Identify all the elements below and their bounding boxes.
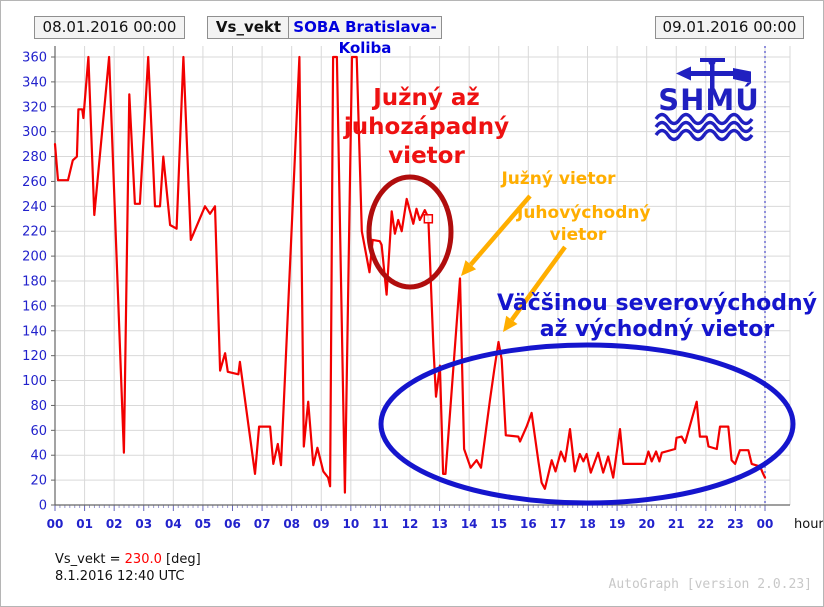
- y-tick-label: 100: [22, 374, 47, 389]
- x-tick-label: 07: [254, 517, 271, 531]
- x-tick-label: 22: [697, 517, 714, 531]
- x-tick-label: 11: [372, 517, 389, 531]
- x-tick-label: 18: [579, 517, 596, 531]
- x-tick-label: 05: [195, 517, 212, 531]
- cursor-timestamp: 8.1.2016 12:40 UTC: [55, 569, 185, 584]
- parameter-box: Vs_vekt: [207, 16, 290, 39]
- x-tick-label: 03: [135, 517, 152, 531]
- x-tick-label: 23: [727, 517, 744, 531]
- x-tick-label: 16: [520, 517, 537, 531]
- cursor-unit: [deg]: [161, 552, 201, 567]
- y-tick-label: 60: [30, 424, 47, 439]
- red-ellipse-annotation: [366, 174, 454, 290]
- x-tick-label: 02: [106, 517, 123, 531]
- red-wind-note: Južný až juhozápadný vietor: [343, 85, 510, 169]
- y-tick-label: 360: [22, 51, 47, 66]
- x-tick-label: 12: [402, 517, 419, 531]
- southeast-wind-arrow: [510, 245, 567, 322]
- x-tick-label: 00: [757, 517, 774, 531]
- app-version-label: AutoGraph [version 2.0.23]: [608, 577, 813, 592]
- y-tick-label: 140: [22, 324, 47, 339]
- axis-labels: 0204060801001201401601802002202402602803…: [22, 51, 824, 533]
- shmu-logo-text: SHMÚ: [658, 83, 760, 117]
- waves-icon: [654, 112, 754, 142]
- x-tick-label: 19: [609, 517, 626, 531]
- y-tick-label: 200: [22, 250, 47, 265]
- wind-vane-icon: [676, 58, 751, 90]
- y-tick-label: 0: [39, 499, 47, 514]
- y-tick-label: 40: [30, 449, 47, 464]
- y-tick-label: 20: [30, 474, 47, 489]
- y-tick-label: 240: [22, 200, 47, 215]
- shmu-logo: SHMÚ: [654, 58, 760, 142]
- end-datetime-box: 09.01.2016 00:00: [655, 16, 804, 39]
- x-tick-label: 00: [47, 517, 64, 531]
- y-tick-label: 280: [22, 150, 47, 165]
- northeast-wind-note: Väčšinou severovýchodný až východný viet…: [497, 291, 817, 342]
- cursor-value: 230.0: [124, 552, 162, 567]
- y-tick-label: 340: [22, 75, 47, 90]
- cursor-readout: Vs_vekt = 230.0 [deg] 8.1.2016 12:40 UTC: [55, 551, 201, 585]
- y-tick-label: 120: [22, 349, 47, 364]
- southeast-wind-arrow-head: [503, 315, 518, 332]
- x-tick-label: 13: [431, 517, 448, 531]
- x-tick-label: 10: [342, 517, 359, 531]
- x-tick-label: 17: [550, 517, 567, 531]
- start-datetime-box: 08.01.2016 00:00: [34, 16, 185, 39]
- axis-ticks: [51, 46, 790, 511]
- y-tick-label: 300: [22, 125, 47, 140]
- x-tick-label: 14: [461, 517, 478, 531]
- y-tick-label: 160: [22, 299, 47, 314]
- blue-ellipse-annotation: [378, 342, 796, 506]
- south-wind-arrow-head: [461, 260, 477, 276]
- station-box: SOBA Bratislava-Koliba: [288, 16, 442, 57]
- y-tick-label: 320: [22, 100, 47, 115]
- cursor-marker[interactable]: [423, 214, 434, 224]
- southeast-wind-note: Juhovýchodný vietor: [517, 203, 651, 245]
- cursor-equals: =: [105, 552, 125, 567]
- x-axis-unit-label: hour: [794, 517, 824, 532]
- x-tick-label: 21: [668, 517, 685, 531]
- x-tick-label: 06: [224, 517, 241, 531]
- cursor-param-label: Vs_vekt: [55, 552, 106, 567]
- x-tick-label: 08: [283, 517, 300, 531]
- y-tick-label: 220: [22, 225, 47, 240]
- x-tick-label: 01: [76, 517, 93, 531]
- vs-vekt-curve: [53, 55, 767, 494]
- y-tick-label: 80: [30, 399, 47, 414]
- x-tick-label: 15: [490, 517, 507, 531]
- x-tick-label: 09: [313, 517, 330, 531]
- x-tick-label: 20: [638, 517, 655, 531]
- south-wind-note: Južný vietor: [501, 169, 616, 189]
- y-tick-label: 180: [22, 275, 47, 290]
- south-wind-arrow: [469, 194, 532, 267]
- y-tick-label: 260: [22, 175, 47, 190]
- x-tick-label: 04: [165, 517, 182, 531]
